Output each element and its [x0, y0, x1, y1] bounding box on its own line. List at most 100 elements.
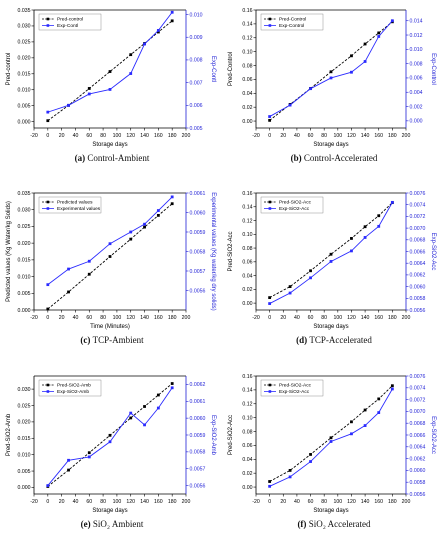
x-tick-label: 40	[73, 133, 79, 139]
x-tick-label: 180	[388, 499, 397, 505]
x-tick-label: 140	[140, 315, 149, 321]
caption-text: Control-Accelerated	[304, 153, 378, 163]
data-point	[377, 35, 381, 38]
chart-panel-5: -20 0 20 40 60 80 100 120 140 160 180 200 0.000 0.005…	[6, 375, 216, 529]
data-point	[390, 384, 394, 388]
y2-tick-label: 0.0076	[410, 191, 426, 197]
data-point	[377, 31, 381, 35]
x-tick-label: 160	[374, 315, 383, 321]
y-tick-label: 0.04	[242, 273, 252, 279]
y2-axis-title: Exp-SiO2-Amb	[210, 415, 216, 456]
x-tick-label: 60	[308, 315, 314, 321]
y-tick-label: 0.06	[242, 260, 252, 266]
data-point	[350, 70, 353, 74]
y2-tick-label: 0.0056	[190, 288, 206, 294]
x-tick-label: 200	[402, 315, 411, 321]
legend-label: Exp-SiO2-Acc	[279, 206, 310, 212]
series-line-2	[269, 20, 393, 117]
data-point	[363, 424, 367, 427]
legend-box	[260, 13, 324, 31]
data-point	[390, 19, 394, 23]
y2-tick-label: 0.0060	[410, 284, 426, 290]
y-tick-label: 0.035	[18, 8, 31, 14]
y-axis-title: Predicted values (Kg Water/kg Solids)	[6, 201, 12, 302]
data-point	[309, 453, 312, 456]
y-axis-title: Pred-Control	[228, 52, 234, 86]
y-tick-label: 0.010	[18, 88, 31, 94]
x-tick-label: 80	[321, 133, 327, 139]
panel-caption: (d) TCP-Accelerated	[296, 335, 372, 345]
x-tick-label: 0	[46, 315, 49, 321]
y-tick-label: 0.010	[18, 452, 31, 458]
y-tick-label: 0.035	[18, 191, 31, 197]
y-tick-label: 0.005	[18, 103, 31, 109]
y2-axis-title: Exp-SiO2-Acc	[430, 416, 436, 454]
x-tick-label: 120	[126, 315, 135, 321]
data-point	[46, 283, 50, 287]
series-line-2	[269, 388, 393, 487]
x-tick-label: 140	[361, 133, 370, 139]
y2-tick-label: 0.008	[190, 58, 203, 64]
data-point	[170, 10, 174, 14]
data-point	[268, 118, 272, 122]
series-line-1	[269, 21, 393, 121]
y-tick-label: 0.08	[242, 246, 252, 252]
data-point	[108, 70, 112, 73]
x-tick-label: 80	[321, 315, 327, 321]
x-tick-label: 100	[333, 499, 342, 505]
y2-axis-title: Exp-SiO2-Acc	[430, 233, 436, 271]
y-tick-label: 0.020	[18, 56, 31, 62]
y-tick-label: 0.025	[18, 224, 31, 230]
y2-tick-label: 0.0062	[410, 273, 426, 279]
y2-tick-label: 0.0056	[190, 483, 206, 489]
x-tick-label: 140	[140, 499, 149, 505]
x-tick-label: 160	[154, 133, 163, 139]
x-tick-label: 120	[347, 499, 356, 505]
y2-axis-title: Exp-Contl	[210, 56, 216, 82]
data-point	[156, 213, 160, 217]
caption-text: TCP-Accelerated	[309, 335, 372, 345]
y-tick-label: 0.08	[242, 429, 252, 435]
x-tick-label: 0	[46, 499, 49, 505]
x-tick-label: 80	[100, 499, 106, 505]
data-point	[46, 307, 50, 311]
chart-panel-6: -20 0 20 40 60 80 100 120 140 160 180 200 0.00 0.02 0.…	[228, 374, 436, 529]
x-tick-label: 160	[374, 499, 383, 505]
data-point	[268, 480, 272, 483]
x-tick-label: -20	[252, 499, 260, 505]
data-point	[87, 92, 91, 96]
x-tick-label: -20	[30, 499, 38, 505]
y-tick-label: 0.10	[242, 49, 252, 55]
x-tick-label: -20	[252, 133, 260, 139]
data-point	[268, 115, 272, 118]
y-axis-title: Pred-SiO2-Acc	[228, 415, 234, 455]
data-point	[87, 87, 91, 90]
y-tick-label: 0.16	[242, 8, 252, 14]
data-point	[350, 249, 353, 253]
data-point	[377, 411, 381, 414]
y-tick-label: 0.000	[18, 119, 31, 125]
y-axis-title: Pred-control	[6, 53, 12, 86]
data-point	[87, 272, 91, 276]
y2-tick-label: 0.0064	[410, 261, 426, 267]
caption-letter: (c)	[80, 335, 92, 345]
y-tick-label: 0.00	[242, 485, 252, 491]
data-point	[156, 406, 160, 410]
y2-tick-label: 0.0070	[410, 409, 426, 415]
legend-box	[38, 196, 102, 214]
x-tick-label: 60	[308, 499, 314, 505]
caption-letter: (e)	[81, 519, 93, 529]
data-point	[350, 420, 353, 424]
y-tick-label: 0.020	[18, 241, 31, 247]
data-point	[156, 30, 160, 34]
y-tick-label: 0.025	[18, 40, 31, 46]
data-point	[288, 291, 292, 295]
y-axis-title: Pred-SiO2-Amb	[6, 413, 12, 456]
x-tick-label: 160	[374, 133, 383, 139]
panel-caption: (b) Control-Accelerated	[291, 153, 378, 163]
x-tick-label: 100	[333, 315, 342, 321]
data-point	[170, 202, 174, 206]
y-tick-label: 0.02	[242, 287, 252, 293]
y2-tick-label: 0.0057	[190, 467, 206, 473]
data-point	[108, 255, 112, 258]
